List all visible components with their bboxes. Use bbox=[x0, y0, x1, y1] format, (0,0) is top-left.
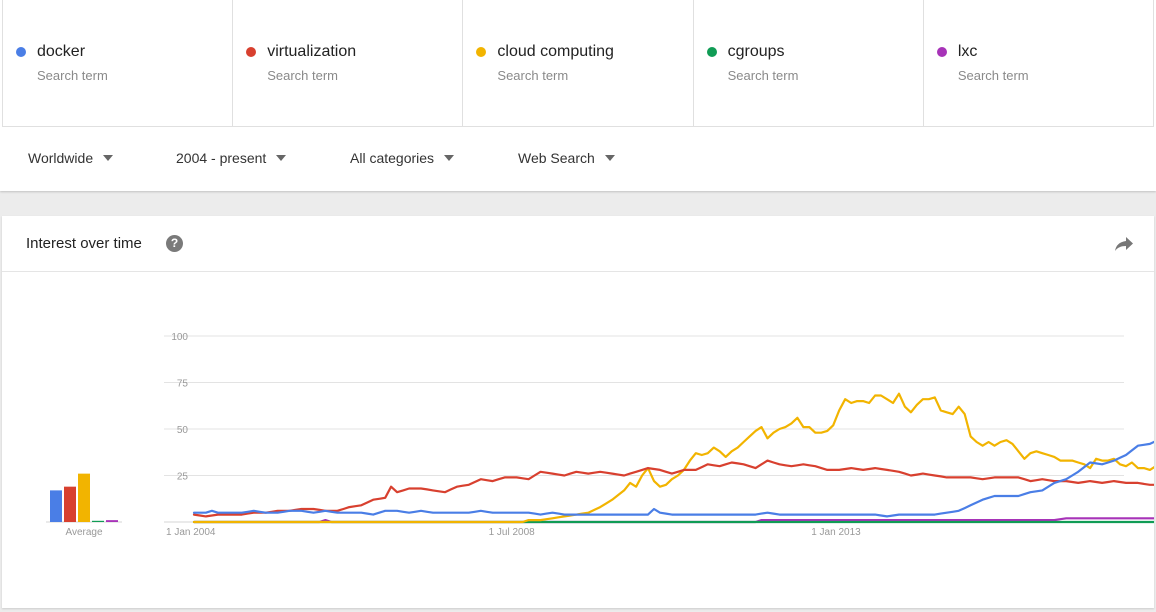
search-terms-bar: docker Search term virtualization Search… bbox=[2, 0, 1155, 127]
time-range-dropdown[interactable]: 2004 - present bbox=[176, 150, 287, 166]
series-color-dot bbox=[936, 47, 947, 57]
interest-over-time-card: Interest over time ? 25 50 75 100 Average 1… bbox=[2, 216, 1154, 608]
search-header: docker Search term virtualization Search… bbox=[0, 0, 1156, 191]
y-tick-label: 25 bbox=[177, 472, 189, 483]
series-color-dot bbox=[246, 47, 257, 57]
term-cloud-computing[interactable]: cloud computing Search term bbox=[463, 0, 694, 126]
region-label: Worldwide bbox=[28, 150, 94, 166]
term-name: docker bbox=[37, 43, 86, 60]
category-label: All categories bbox=[350, 150, 435, 166]
term-subtitle: Search term bbox=[37, 68, 108, 83]
term-subtitle: Search term bbox=[957, 68, 1029, 83]
term-cgroups[interactable]: cgroups Search term bbox=[694, 0, 924, 126]
y-tick-label: 100 bbox=[171, 332, 188, 343]
card-title: Interest over time bbox=[26, 235, 142, 252]
average-label: Average bbox=[65, 527, 103, 538]
term-name: lxc bbox=[957, 43, 978, 60]
search-type-label: Web Search bbox=[518, 150, 595, 166]
y-tick-label: 75 bbox=[177, 379, 189, 390]
card-header: Interest over time ? bbox=[2, 216, 1154, 272]
average-bar bbox=[92, 520, 104, 522]
search-type-dropdown[interactable]: Web Search bbox=[518, 150, 615, 166]
term-name: cgroups bbox=[727, 43, 785, 60]
term-lxc[interactable]: lxc Search term bbox=[924, 0, 1155, 126]
share-icon[interactable] bbox=[1114, 236, 1134, 252]
series-color-dot bbox=[476, 47, 487, 57]
term-name: cloud computing bbox=[497, 43, 614, 60]
chevron-down-icon bbox=[276, 155, 287, 161]
series-color-dot bbox=[16, 47, 26, 57]
x-tick-label: 1 Jan 2004 bbox=[166, 527, 216, 538]
average-bar bbox=[106, 520, 118, 522]
x-tick-label: 1 Jul 2008 bbox=[489, 527, 536, 538]
term-subtitle: Search term bbox=[727, 68, 799, 83]
time-range-label: 2004 - present bbox=[176, 150, 267, 166]
term-docker[interactable]: docker Search term bbox=[3, 0, 234, 126]
average-bar bbox=[50, 490, 62, 522]
chevron-down-icon bbox=[103, 155, 114, 161]
x-tick-label: 1 Jan 2013 bbox=[811, 527, 861, 538]
average-bar bbox=[78, 473, 90, 522]
series-color-dot bbox=[706, 47, 717, 57]
x-axis: 1 Jan 2004 1 Jul 2008 1 Jan 2013 bbox=[166, 527, 861, 538]
average-bar bbox=[64, 486, 76, 522]
chart-grid: 25 50 75 100 bbox=[164, 332, 1124, 523]
series-line-cloud-computing bbox=[192, 392, 1154, 524]
chart-lines bbox=[192, 392, 1154, 524]
term-subtitle: Search term bbox=[497, 68, 569, 83]
term-subtitle: Search term bbox=[267, 68, 339, 83]
chevron-down-icon bbox=[604, 155, 615, 161]
category-dropdown[interactable]: All categories bbox=[350, 150, 455, 166]
y-tick-label: 50 bbox=[177, 425, 189, 436]
filter-bar: Worldwide 2004 - present All categories … bbox=[0, 128, 1156, 190]
term-name: virtualization bbox=[267, 43, 357, 60]
series-line-virtualization bbox=[192, 459, 1154, 518]
series-line-docker bbox=[192, 440, 1154, 518]
term-virtualization[interactable]: virtualization Search term bbox=[233, 0, 464, 126]
average-bars: Average bbox=[46, 473, 122, 538]
chevron-down-icon bbox=[444, 155, 455, 161]
region-dropdown[interactable]: Worldwide bbox=[28, 150, 114, 166]
help-icon[interactable]: ? bbox=[166, 235, 183, 252]
